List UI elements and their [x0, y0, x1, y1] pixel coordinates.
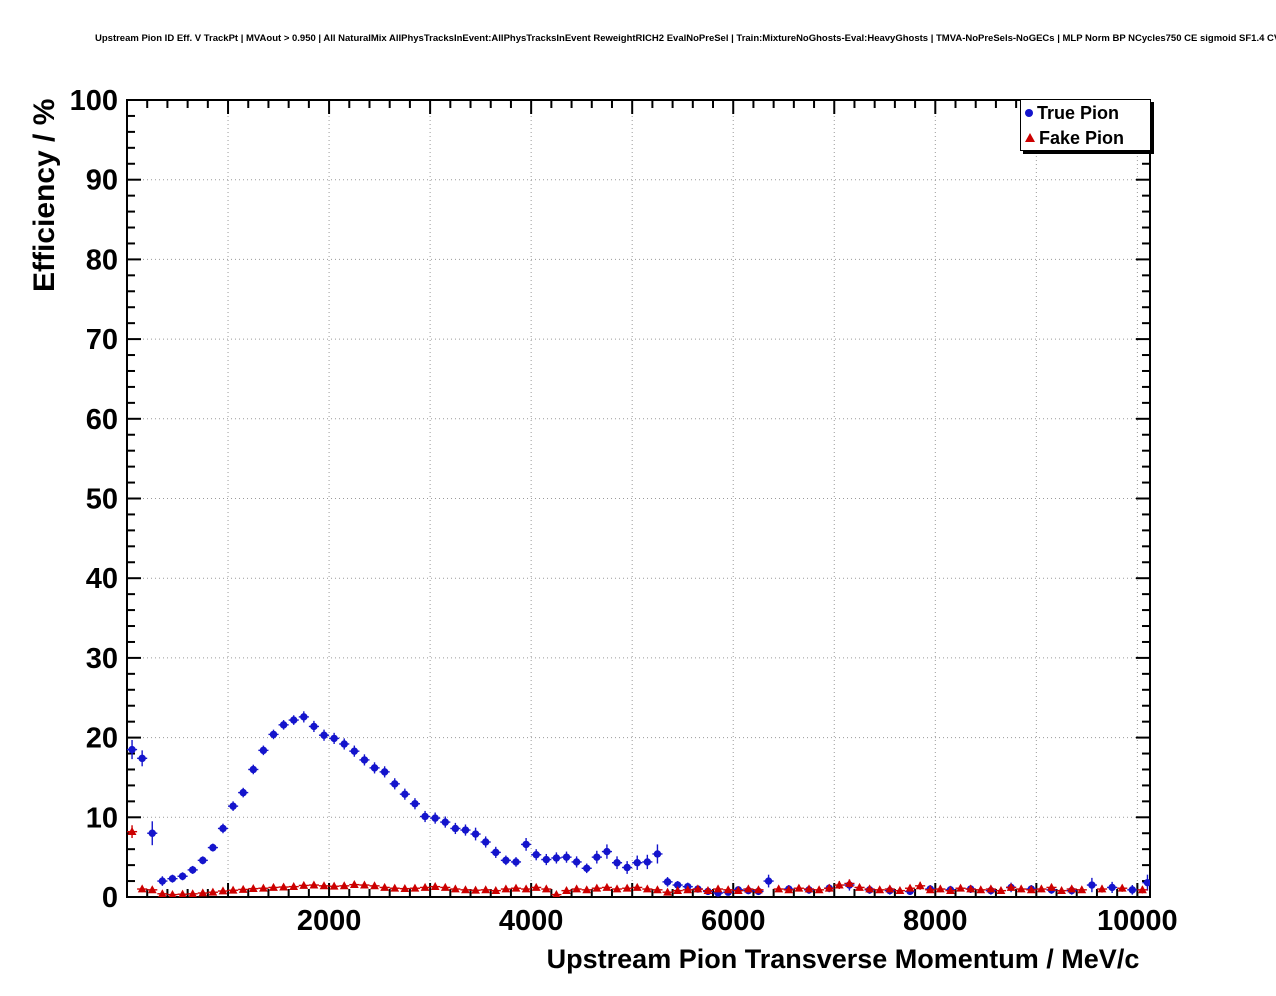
legend-label: Fake Pion	[1039, 127, 1125, 148]
svg-text:80: 80	[86, 244, 118, 276]
svg-text:40: 40	[86, 563, 118, 595]
legend: True Pion Fake Pion	[1020, 99, 1151, 151]
svg-text:0: 0	[102, 882, 118, 914]
svg-text:100: 100	[70, 85, 118, 117]
svg-text:6000: 6000	[701, 905, 766, 937]
svg-text:90: 90	[86, 165, 118, 197]
svg-text:4000: 4000	[499, 905, 564, 937]
svg-text:50: 50	[86, 484, 118, 516]
svg-text:8000: 8000	[903, 905, 968, 937]
legend-entry-true-pion: True Pion	[1021, 100, 1150, 125]
svg-text:10: 10	[86, 802, 118, 834]
triangle-marker-icon	[1025, 133, 1035, 142]
legend-label: True Pion	[1037, 102, 1120, 123]
svg-text:30: 30	[86, 643, 118, 675]
plot-title: Upstream Pion ID Eff. V TrackPt | MVAout…	[95, 33, 1276, 44]
svg-text:60: 60	[86, 404, 118, 436]
x-axis-title: Upstream Pion Transverse Momentum / MeV/…	[546, 944, 1140, 974]
svg-text:10000: 10000	[1097, 905, 1178, 937]
svg-text:70: 70	[86, 324, 118, 356]
svg-text:2000: 2000	[297, 905, 362, 937]
circle-marker-icon	[1025, 108, 1033, 117]
legend-entry-fake-pion: Fake Pion	[1021, 125, 1150, 150]
svg-text:20: 20	[86, 723, 118, 755]
